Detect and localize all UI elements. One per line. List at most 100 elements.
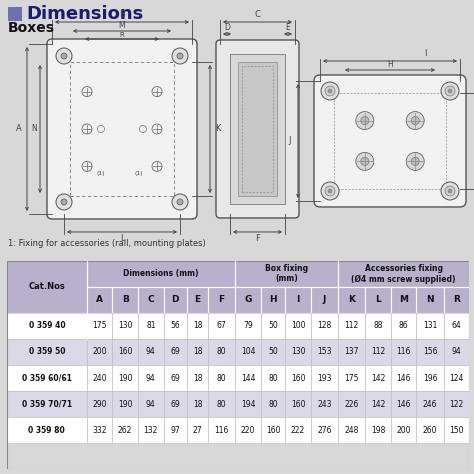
Bar	[338, 313, 365, 339]
Circle shape	[177, 199, 183, 205]
Bar	[365, 365, 391, 391]
Text: 67: 67	[217, 321, 227, 330]
Circle shape	[325, 86, 335, 96]
Bar	[112, 313, 138, 339]
Bar	[164, 287, 187, 313]
Text: 130: 130	[118, 321, 132, 330]
Text: 79: 79	[243, 321, 253, 330]
Bar	[391, 365, 417, 391]
Bar	[112, 391, 138, 417]
Bar	[417, 417, 444, 443]
Text: I: I	[296, 295, 300, 304]
Text: 142: 142	[371, 400, 385, 409]
Bar	[87, 417, 112, 443]
Bar	[261, 313, 285, 339]
Bar	[138, 287, 164, 313]
Circle shape	[441, 82, 459, 100]
Bar	[208, 339, 235, 365]
Bar	[444, 313, 469, 339]
Bar	[138, 313, 164, 339]
Text: 86: 86	[399, 321, 409, 330]
Text: K: K	[215, 125, 221, 134]
Text: 112: 112	[371, 347, 385, 356]
Text: 81: 81	[146, 321, 155, 330]
Text: 80: 80	[217, 374, 227, 383]
Circle shape	[406, 111, 424, 129]
Bar	[138, 339, 164, 365]
Bar	[7, 339, 87, 365]
Text: 160: 160	[118, 347, 132, 356]
Bar	[87, 287, 112, 313]
Text: 50: 50	[268, 347, 278, 356]
Bar	[7, 365, 87, 391]
Text: 97: 97	[171, 426, 180, 435]
Bar	[230, 54, 285, 204]
Circle shape	[56, 194, 72, 210]
Bar	[285, 339, 311, 365]
Text: 226: 226	[344, 400, 359, 409]
Bar	[187, 339, 208, 365]
Bar	[235, 365, 261, 391]
Text: F: F	[219, 295, 225, 304]
Text: (1): (1)	[135, 171, 143, 176]
Bar	[242, 66, 273, 192]
Text: Boxes: Boxes	[8, 21, 55, 35]
Circle shape	[325, 186, 335, 196]
Text: 200: 200	[396, 426, 411, 435]
Bar	[164, 417, 187, 443]
Bar	[235, 287, 261, 313]
Circle shape	[172, 194, 188, 210]
Circle shape	[445, 186, 455, 196]
Bar	[187, 313, 208, 339]
Text: 194: 194	[241, 400, 255, 409]
Bar	[208, 417, 235, 443]
Bar	[238, 62, 277, 196]
Circle shape	[361, 117, 369, 125]
Bar	[261, 391, 285, 417]
Text: 130: 130	[291, 347, 305, 356]
Bar	[391, 417, 417, 443]
Bar	[138, 365, 164, 391]
Text: 150: 150	[449, 426, 464, 435]
Text: 124: 124	[449, 374, 464, 383]
Text: I: I	[424, 49, 426, 58]
Text: 104: 104	[241, 347, 255, 356]
Text: 18: 18	[193, 321, 202, 330]
Text: 220: 220	[241, 426, 255, 435]
Text: 243: 243	[317, 400, 332, 409]
Bar	[338, 287, 365, 313]
Bar	[444, 287, 469, 313]
Text: 56: 56	[171, 321, 180, 330]
Text: 153: 153	[317, 347, 332, 356]
Bar	[285, 313, 311, 339]
Text: J: J	[289, 137, 291, 146]
Text: 64: 64	[452, 321, 461, 330]
Bar	[285, 365, 311, 391]
Text: F: F	[255, 235, 260, 244]
Bar	[338, 391, 365, 417]
Text: 193: 193	[317, 374, 332, 383]
Bar	[391, 391, 417, 417]
Bar	[112, 417, 138, 443]
Text: 80: 80	[217, 400, 227, 409]
Bar	[235, 391, 261, 417]
Text: 94: 94	[146, 347, 155, 356]
Circle shape	[448, 189, 452, 193]
Text: 128: 128	[317, 321, 331, 330]
Bar	[444, 391, 469, 417]
Text: 88: 88	[373, 321, 383, 330]
Text: 50: 50	[268, 321, 278, 330]
Bar	[164, 365, 187, 391]
Text: 146: 146	[396, 400, 411, 409]
Circle shape	[361, 157, 369, 165]
Text: K: K	[348, 295, 355, 304]
Text: J: J	[323, 295, 326, 304]
Text: 240: 240	[92, 374, 107, 383]
Text: Cat.Nos: Cat.Nos	[28, 283, 65, 291]
Text: B: B	[119, 10, 125, 19]
Text: Box fixing
(mm): Box fixing (mm)	[265, 264, 308, 283]
FancyBboxPatch shape	[314, 75, 466, 207]
Text: 198: 198	[371, 426, 385, 435]
Bar	[311, 365, 338, 391]
Bar	[261, 287, 285, 313]
